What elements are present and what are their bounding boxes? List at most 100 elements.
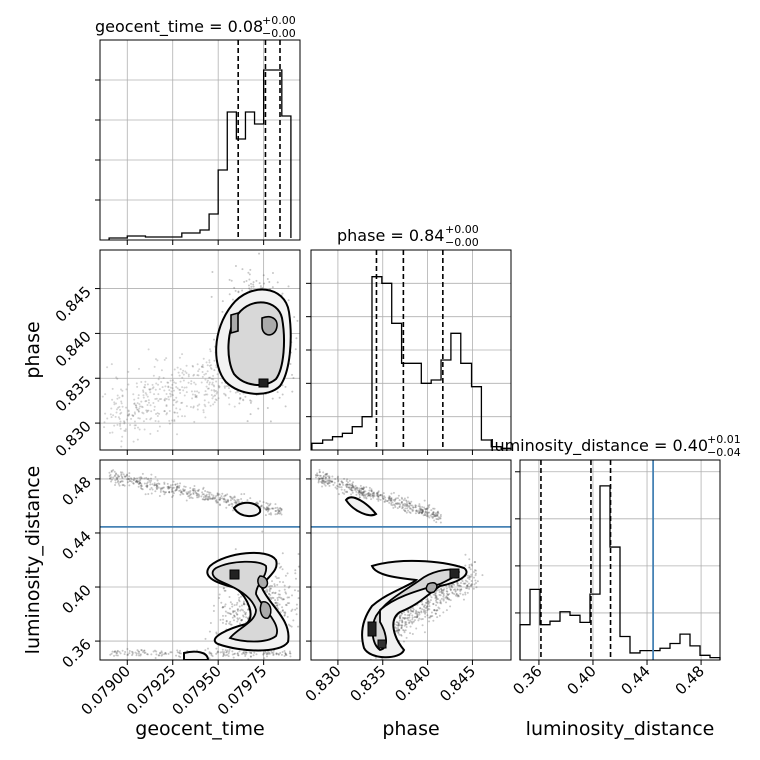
sample-point bbox=[374, 656, 377, 659]
sample-point bbox=[234, 289, 237, 292]
sample-point bbox=[358, 491, 361, 494]
sample-point bbox=[370, 489, 373, 492]
sample-point bbox=[425, 606, 428, 609]
sample-point bbox=[179, 491, 182, 494]
sample-point bbox=[210, 493, 213, 496]
sample-point bbox=[403, 502, 406, 505]
sample-point bbox=[147, 401, 150, 404]
sample-point bbox=[398, 499, 401, 502]
sample-point bbox=[415, 616, 418, 619]
sample-point bbox=[178, 484, 181, 487]
sample-point bbox=[213, 359, 216, 362]
sample-point bbox=[362, 495, 365, 498]
sample-point bbox=[340, 480, 343, 483]
sample-point bbox=[318, 468, 321, 471]
sample-point bbox=[268, 280, 271, 283]
sample-point bbox=[225, 619, 228, 622]
sample-point bbox=[112, 414, 115, 417]
sample-point bbox=[317, 571, 319, 573]
sample-point bbox=[278, 593, 281, 596]
sample-point bbox=[140, 487, 143, 490]
sample-point bbox=[156, 359, 159, 362]
sample-point bbox=[425, 511, 428, 514]
sample-point bbox=[337, 479, 340, 482]
sample-point bbox=[439, 517, 442, 520]
sample-point bbox=[241, 609, 244, 612]
sample-point bbox=[426, 507, 429, 510]
sample-point bbox=[275, 510, 278, 513]
sample-point bbox=[194, 393, 197, 396]
sample-point bbox=[177, 486, 180, 489]
sample-point bbox=[119, 408, 122, 411]
sample-point bbox=[435, 597, 438, 600]
sample-point bbox=[174, 382, 177, 385]
sample-point bbox=[139, 476, 142, 479]
sample-point bbox=[224, 603, 227, 606]
sample-point bbox=[153, 484, 156, 487]
sample-point bbox=[119, 424, 122, 427]
sample-point bbox=[414, 506, 417, 509]
sample-point bbox=[140, 484, 143, 487]
sample-point bbox=[137, 397, 140, 400]
sample-point bbox=[432, 515, 435, 518]
sample-point bbox=[155, 488, 158, 491]
sample-point bbox=[285, 592, 288, 595]
sample-point bbox=[163, 653, 166, 656]
sample-point bbox=[323, 480, 326, 483]
sample-point bbox=[326, 475, 329, 478]
sample-point bbox=[227, 504, 230, 507]
sample-point bbox=[363, 486, 366, 489]
sample-point bbox=[468, 566, 471, 569]
sample-point bbox=[411, 609, 414, 612]
sample-point bbox=[377, 490, 380, 493]
sample-point bbox=[156, 415, 159, 418]
sample-point bbox=[171, 483, 174, 486]
sample-point bbox=[470, 573, 473, 576]
sample-point bbox=[237, 593, 240, 596]
sample-point bbox=[135, 406, 138, 409]
sample-point bbox=[377, 498, 380, 501]
sample-point bbox=[204, 405, 207, 408]
y-tick-label: 0.36 bbox=[58, 635, 94, 671]
sample-point bbox=[352, 486, 355, 489]
sample-point bbox=[381, 495, 384, 498]
sample-point bbox=[236, 652, 239, 655]
sample-point bbox=[448, 584, 451, 587]
sample-point bbox=[175, 488, 178, 491]
sample-point bbox=[129, 477, 132, 480]
sample-point bbox=[292, 619, 295, 622]
sample-point bbox=[456, 588, 459, 591]
sample-point bbox=[123, 421, 126, 424]
sample-point bbox=[435, 521, 438, 524]
sample-point bbox=[146, 653, 149, 656]
sample-point bbox=[185, 491, 188, 494]
sample-point bbox=[283, 649, 286, 652]
sample-point bbox=[388, 496, 391, 499]
sample-point bbox=[135, 479, 138, 482]
sample-point bbox=[351, 483, 354, 486]
sample-point bbox=[440, 589, 443, 592]
sample-point bbox=[457, 584, 460, 587]
sample-point bbox=[212, 374, 215, 377]
sample-point bbox=[404, 621, 407, 624]
sample-point bbox=[198, 368, 201, 371]
sample-point bbox=[406, 507, 409, 510]
sample-point bbox=[424, 514, 427, 517]
sample-point bbox=[184, 370, 187, 373]
sample-point bbox=[369, 492, 372, 495]
sample-point bbox=[210, 377, 213, 380]
sample-point bbox=[456, 594, 459, 597]
sample-point bbox=[173, 368, 176, 371]
sample-point bbox=[211, 655, 214, 658]
sample-point bbox=[269, 587, 272, 590]
sample-point bbox=[234, 652, 237, 655]
sample-point bbox=[206, 370, 209, 373]
sample-point bbox=[234, 499, 237, 502]
sample-point bbox=[291, 390, 294, 393]
sample-point bbox=[145, 476, 148, 479]
sample-point bbox=[321, 478, 324, 481]
sample-point bbox=[150, 486, 153, 489]
sample-point bbox=[155, 482, 158, 485]
sample-point bbox=[193, 390, 196, 393]
sample-point bbox=[420, 511, 423, 514]
